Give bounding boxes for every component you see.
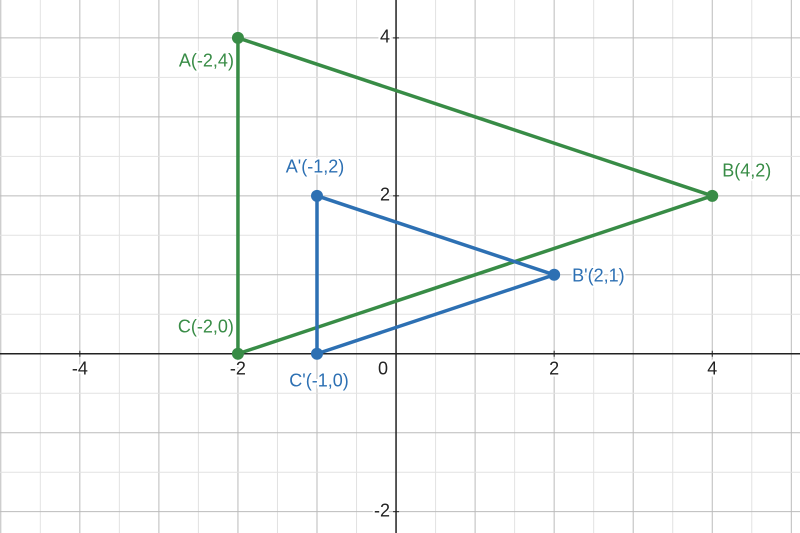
vertex-point [310,189,323,202]
vertex-point [231,31,244,44]
vertex-point [548,268,561,281]
vertex-point [310,347,323,360]
point-label: B(4,2) [722,161,771,181]
triangle [315,194,556,356]
vertex-point [231,347,244,360]
y-tick-label: 4 [380,27,390,47]
y-tick-label: -2 [374,500,390,520]
x-tick-label: 0 [378,359,388,379]
point-label: C(-2,0) [178,317,234,337]
point-label: A(-2,4) [179,51,234,71]
x-tick-label: 4 [707,359,717,379]
y-tick-label: 2 [380,185,390,205]
x-tick-label: 2 [549,359,559,379]
x-tick-label: -2 [230,359,246,379]
point-label: C'(-1,0) [289,371,348,391]
point-label: A'(-1,2) [286,157,344,177]
point-label: B'(2,1) [572,266,624,286]
x-tick-label: -4 [72,359,88,379]
vertex-point [706,189,719,202]
triangle [236,36,715,356]
